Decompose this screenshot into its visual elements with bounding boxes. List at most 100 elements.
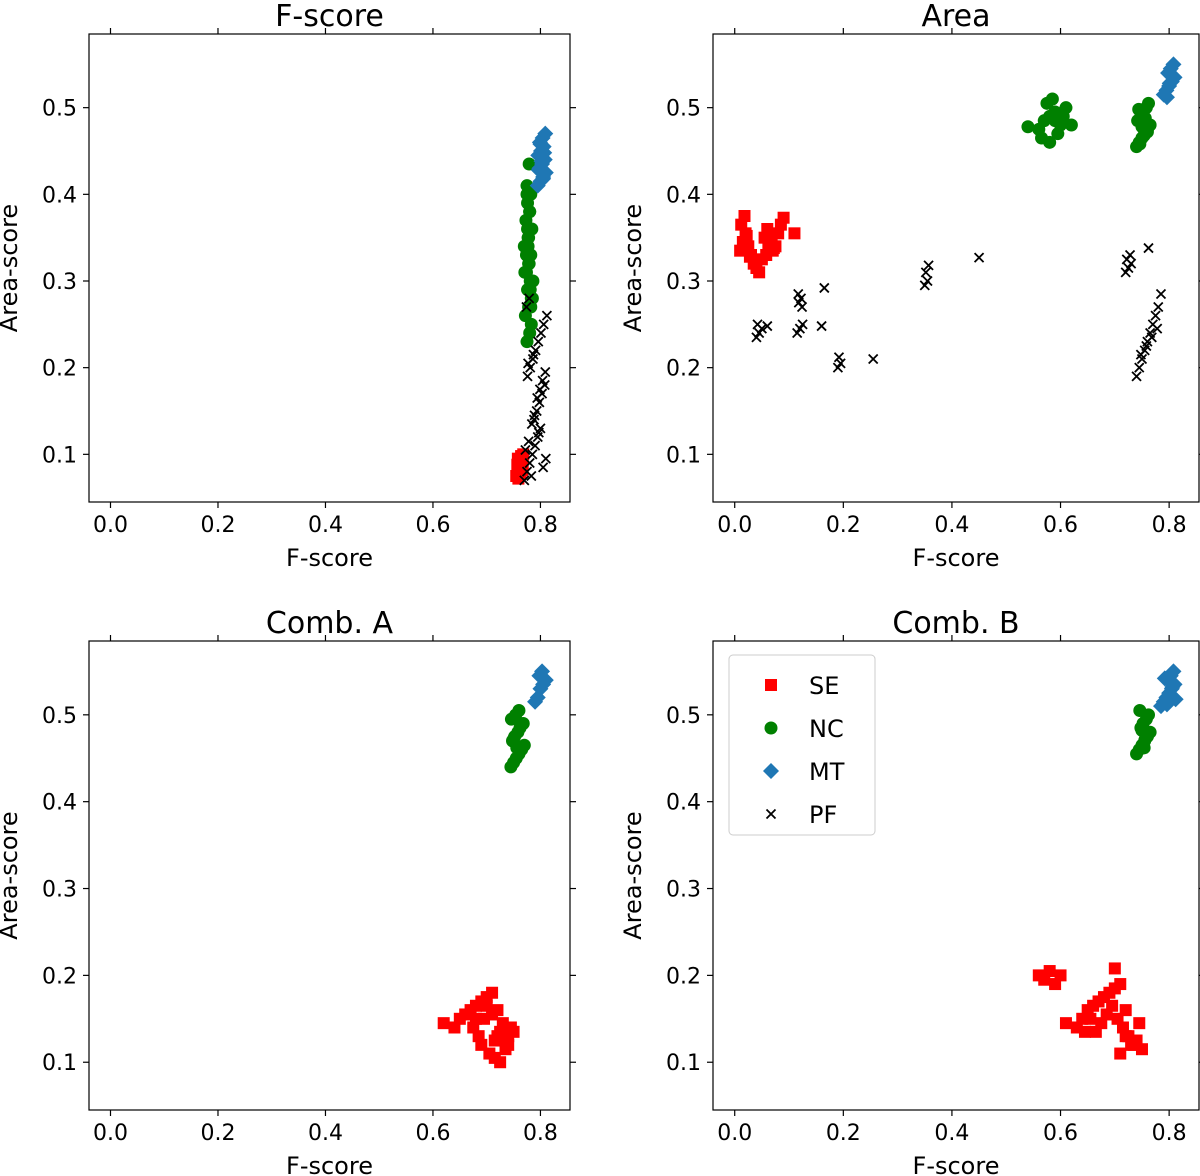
x-tick-label: 0.8 — [523, 1121, 558, 1146]
point-pf — [526, 470, 537, 482]
point-nc — [516, 717, 530, 731]
series-PF — [751, 242, 1167, 382]
point-pf — [922, 275, 933, 287]
legend-marker-pf — [765, 808, 777, 820]
y-tick-label: 0.2 — [42, 357, 77, 382]
point-pf — [1155, 288, 1167, 300]
subplot-2: Area 0.0 0.2 0.4 0.6 0.8 0.1 0.2 0.3 0.4 0.5 F-scor… — [619, 0, 1200, 572]
point-se — [1059, 1017, 1072, 1030]
point-se — [1119, 1004, 1132, 1017]
point-mt — [1165, 56, 1182, 73]
point-pf — [797, 319, 808, 330]
point-se — [1114, 978, 1127, 991]
subplot-4: Comb. B 0.0 0.2 0.4 0.6 0.8 0.1 0.2 0.3 0.4 0.5 F-s… — [619, 606, 1200, 1176]
legend-label-se: SE — [809, 672, 839, 700]
point-pf — [1152, 323, 1163, 334]
subplot-title: Comb. A — [266, 606, 394, 641]
y-axis-label: Area-score — [619, 204, 647, 332]
series-SE — [437, 986, 520, 1069]
point-se — [494, 1056, 507, 1069]
point-se — [1078, 1025, 1091, 1038]
x-tick-label: 0.4 — [934, 1121, 969, 1146]
y-tick-label: 0.1 — [42, 443, 77, 468]
point-se — [475, 1038, 488, 1051]
point-nc — [1045, 92, 1059, 106]
point-mt — [1158, 89, 1175, 106]
point-pf — [528, 349, 539, 360]
x-tick-label: 0.6 — [1043, 513, 1078, 538]
point-pf — [1143, 242, 1154, 254]
y-tick-label: 0.3 — [42, 878, 77, 903]
y-tick-label: 0.4 — [42, 791, 77, 816]
point-pf — [522, 371, 533, 382]
point-se — [1043, 965, 1056, 978]
legend: SE NC MT PF — [728, 654, 876, 836]
point-se — [777, 211, 790, 224]
x-tick-label: 0.0 — [717, 513, 752, 538]
point-se — [761, 223, 774, 235]
x-tick-label: 0.6 — [415, 1121, 450, 1146]
point-pf — [1135, 349, 1147, 360]
x-axis-label: F-score — [286, 1152, 373, 1176]
point-pf — [752, 319, 763, 330]
point-pf — [796, 301, 808, 313]
point-pf — [534, 384, 546, 395]
axes-frame — [712, 640, 1200, 1111]
legend-label-pf: PF — [809, 801, 837, 829]
y-tick-label: 0.2 — [666, 964, 701, 989]
x-tick-label: 0.0 — [93, 1121, 128, 1146]
point-nc — [1021, 120, 1035, 134]
y-tick-label: 0.3 — [42, 270, 77, 295]
y-tick-label: 0.4 — [666, 791, 701, 816]
point-mt — [534, 663, 551, 680]
point-se — [512, 463, 525, 476]
point-se — [1108, 962, 1121, 975]
point-pf — [529, 410, 540, 421]
point-nc — [522, 231, 536, 245]
point-se — [1127, 1038, 1140, 1051]
point-pf — [541, 310, 553, 321]
point-mt — [1156, 670, 1173, 687]
point-se — [738, 210, 751, 222]
point-pf — [538, 319, 549, 330]
point-nc — [1048, 114, 1062, 128]
point-pf — [529, 440, 541, 451]
subplot-title: Comb. B — [892, 606, 1019, 641]
legend-marker-mt — [763, 763, 779, 779]
x-tick-label: 0.2 — [200, 1121, 235, 1146]
point-se — [504, 1021, 517, 1034]
point-pf — [540, 453, 551, 464]
axes-frame — [88, 33, 571, 503]
axes-frame — [88, 640, 571, 1111]
point-se — [743, 250, 756, 263]
y-tick-label: 0.5 — [42, 97, 77, 122]
point-pf — [1141, 340, 1152, 352]
x-axis-label: F-score — [913, 544, 1000, 572]
x-tick-label: 0.0 — [717, 1121, 752, 1146]
point-se — [469, 1012, 482, 1025]
y-tick-label: 0.3 — [666, 878, 701, 903]
point-pf — [522, 358, 534, 369]
point-pf — [868, 353, 879, 365]
y-tick-label: 0.4 — [666, 183, 701, 208]
x-tick-label: 0.2 — [826, 1121, 861, 1146]
point-se — [753, 266, 766, 279]
point-se — [767, 242, 780, 255]
point-se — [499, 1043, 512, 1056]
point-nc — [1051, 127, 1065, 141]
point-se — [1084, 1012, 1097, 1025]
legend-marker-nc — [764, 721, 778, 735]
point-pf — [521, 301, 532, 313]
point-nc — [1133, 703, 1147, 717]
series-NC — [1021, 92, 1157, 154]
point-nc — [512, 703, 526, 717]
point-pf — [1146, 332, 1157, 343]
point-se — [788, 227, 801, 240]
y-tick-label: 0.1 — [666, 1051, 701, 1076]
point-pf — [533, 427, 544, 438]
point-pf — [1134, 362, 1145, 373]
point-pf — [1124, 249, 1136, 261]
point-pf — [920, 267, 931, 278]
point-pf — [762, 320, 773, 332]
subplot-title: Area — [921, 0, 990, 34]
